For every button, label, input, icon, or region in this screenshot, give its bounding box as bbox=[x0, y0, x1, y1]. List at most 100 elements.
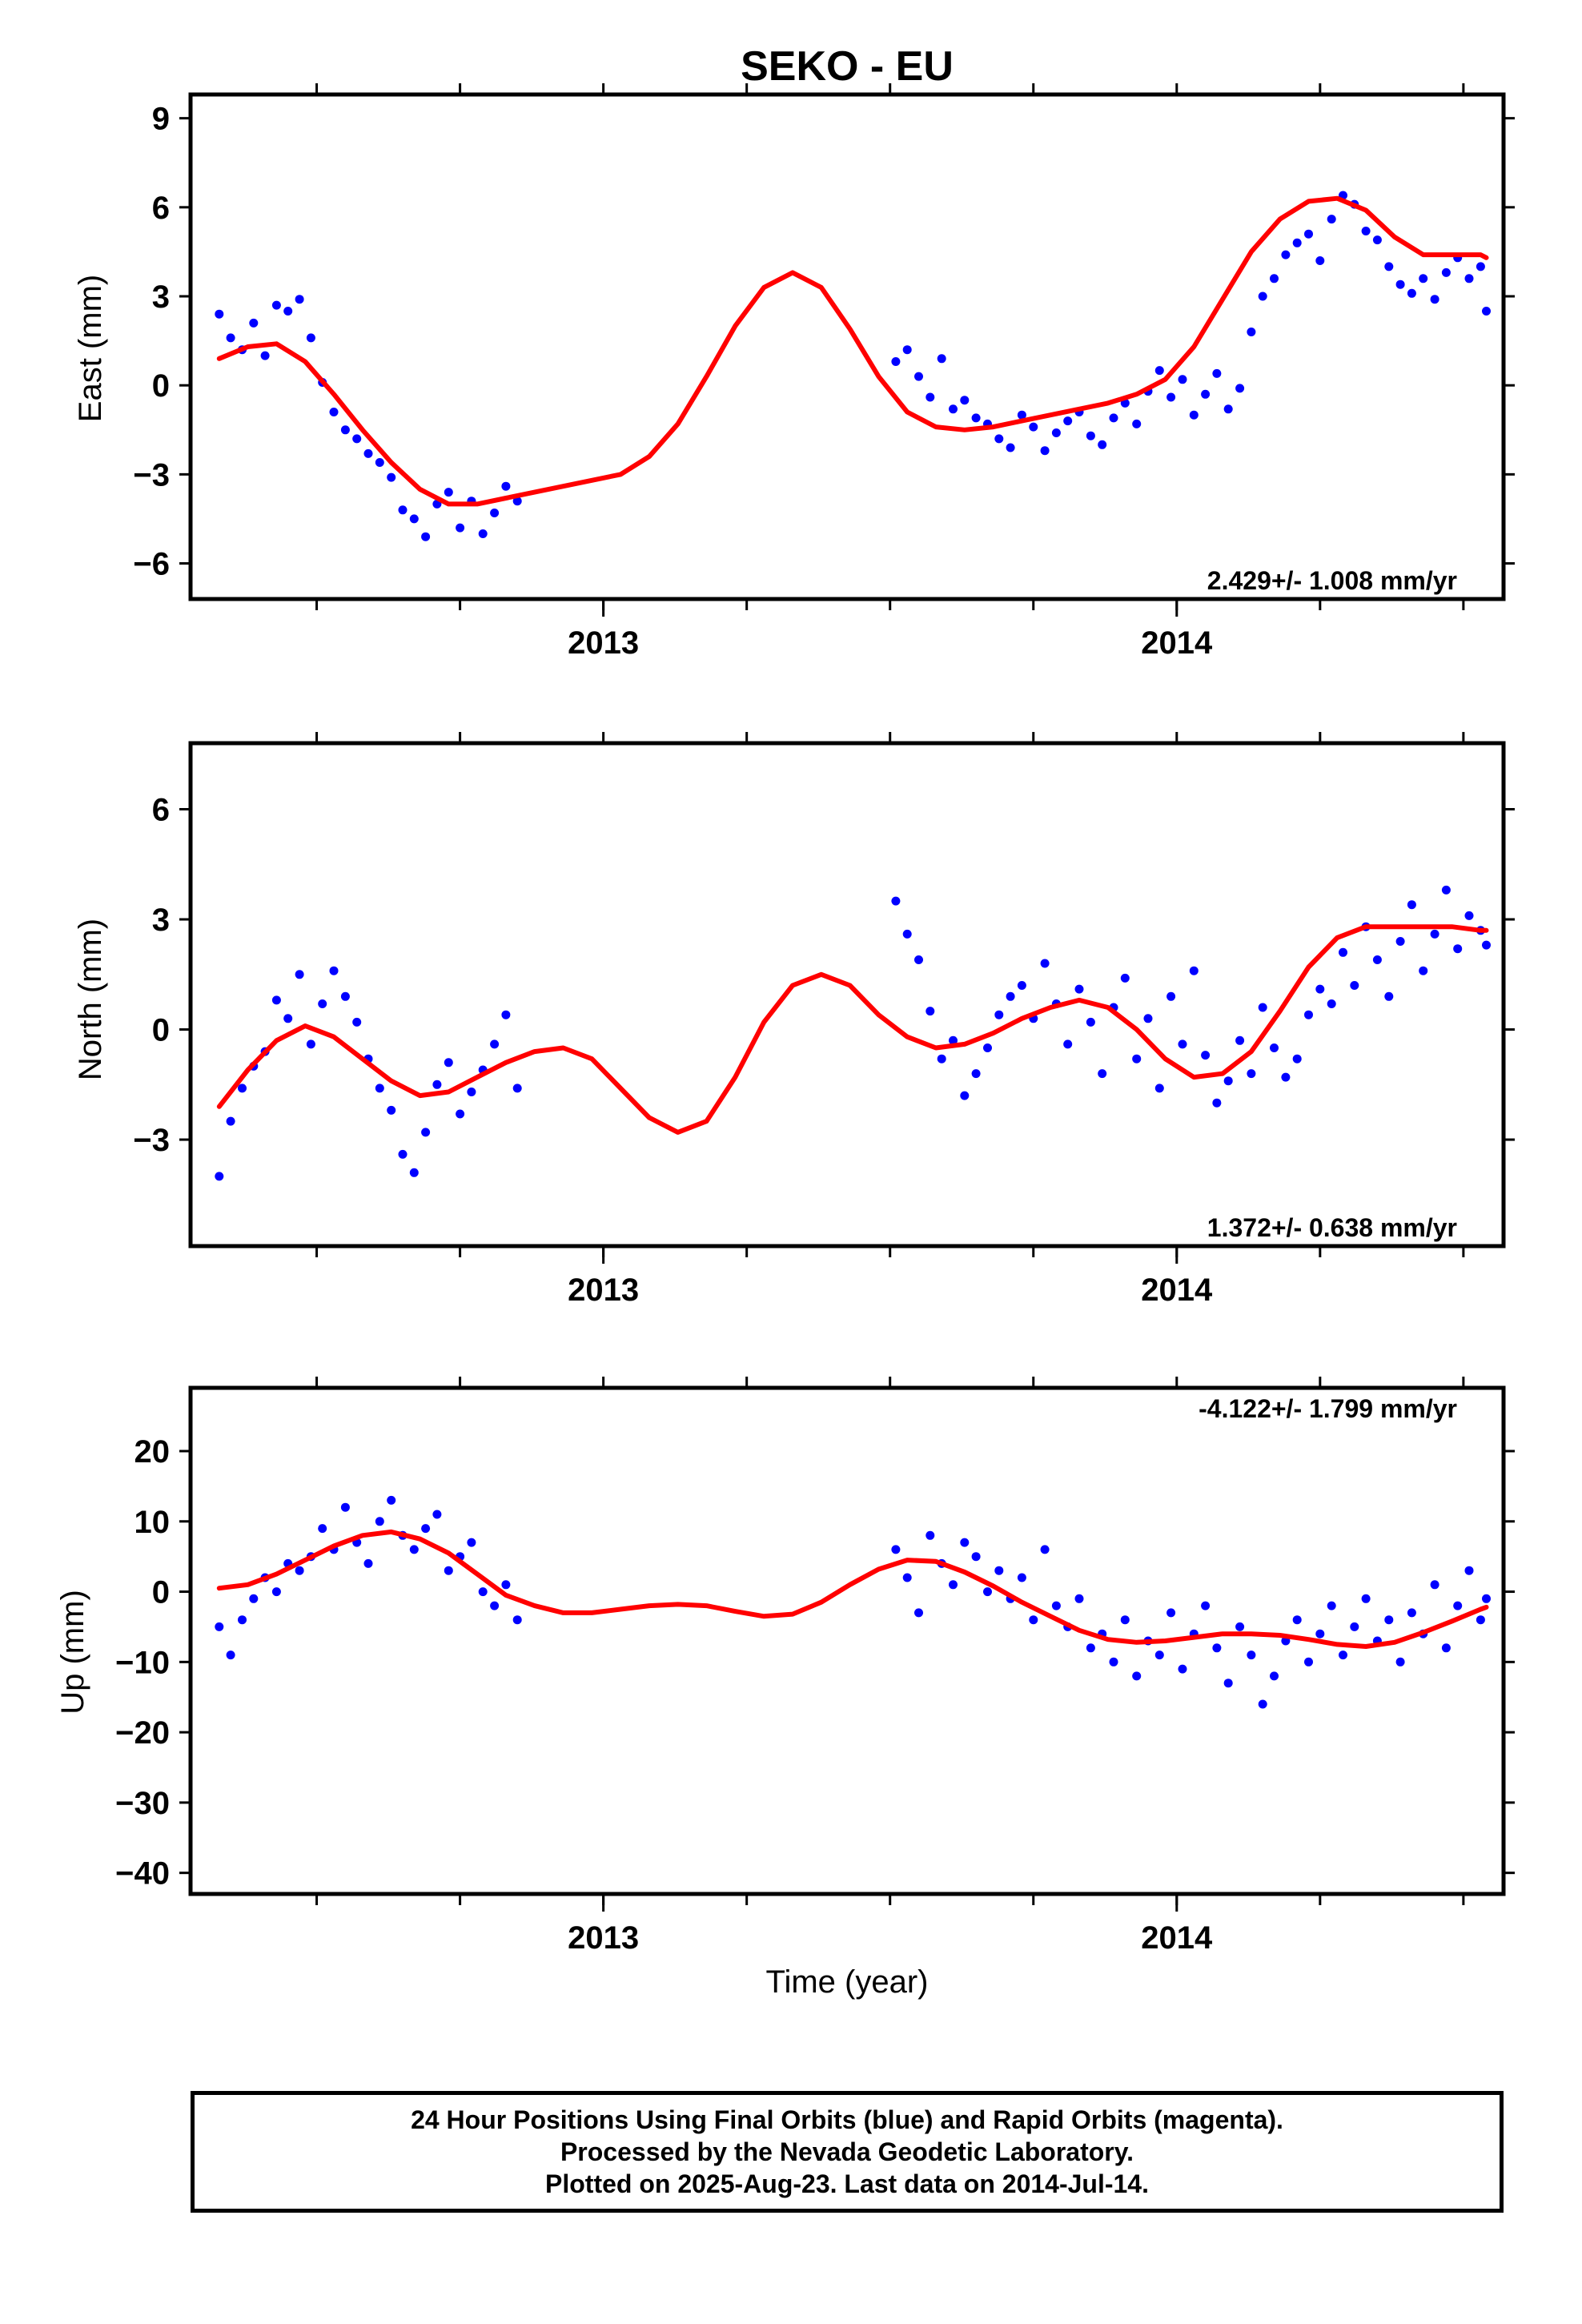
north-data-point bbox=[1063, 1039, 1073, 1049]
east-data-point bbox=[329, 408, 339, 416]
up-data-point bbox=[994, 1566, 1004, 1575]
east-data-point bbox=[1441, 267, 1451, 277]
up-model-line bbox=[216, 1529, 1489, 1649]
north-data-point bbox=[1395, 937, 1405, 946]
north-data-point bbox=[960, 1091, 970, 1100]
east-data-point bbox=[478, 529, 488, 538]
north-x-tick-label: 2014 bbox=[1141, 1273, 1213, 1308]
north-data-point bbox=[1098, 1069, 1107, 1079]
up-data-point bbox=[971, 1552, 981, 1562]
east-data-point bbox=[490, 509, 500, 517]
caption-line-2: Processed by the Nevada Geodetic Laborat… bbox=[560, 2137, 1134, 2166]
north-data-point bbox=[1430, 929, 1439, 939]
north-rate-label: 1.372+/- 0.638 mm/yr bbox=[1207, 1213, 1457, 1242]
north-data-point bbox=[1464, 911, 1474, 920]
east-data-point bbox=[960, 396, 970, 405]
east-data-point bbox=[1154, 366, 1164, 376]
north-data-point bbox=[1315, 984, 1325, 994]
north-y-tick-label: 0 bbox=[152, 1013, 170, 1048]
east-y-tick-label: 9 bbox=[152, 102, 170, 137]
north-data-point bbox=[1212, 1098, 1222, 1108]
up-data-point bbox=[375, 1517, 384, 1526]
up-data-point bbox=[1476, 1615, 1485, 1625]
up-data-point bbox=[1247, 1651, 1256, 1660]
north-data-point bbox=[1235, 1035, 1245, 1045]
up-data-point bbox=[1258, 1699, 1267, 1709]
north-data-point bbox=[215, 1172, 224, 1181]
north-data-point bbox=[490, 1039, 500, 1049]
north-data-point bbox=[1304, 1010, 1313, 1019]
caption-box: 24 Hour Positions Using Final Orbits (bl… bbox=[191, 2091, 1504, 2213]
up-data-point bbox=[1350, 1622, 1359, 1631]
east-data-point bbox=[363, 448, 373, 458]
north-data-point bbox=[1201, 1051, 1211, 1060]
east-data-point bbox=[971, 413, 981, 423]
east-y-tick-label: −6 bbox=[133, 547, 170, 582]
north-y-axis-label: North (mm) bbox=[73, 919, 108, 1080]
up-data-point bbox=[363, 1558, 373, 1568]
up-data-point bbox=[490, 1601, 500, 1610]
north-data-point bbox=[937, 1054, 946, 1063]
north-data-point bbox=[1270, 1043, 1279, 1052]
up-data-point bbox=[1074, 1594, 1084, 1603]
up-data-point bbox=[467, 1538, 476, 1547]
north-data-point bbox=[994, 1010, 1004, 1019]
up-data-point bbox=[512, 1615, 522, 1625]
up-data-point bbox=[983, 1587, 992, 1597]
east-data-point bbox=[1178, 375, 1187, 384]
east-data-point bbox=[215, 309, 224, 319]
up-data-point bbox=[1040, 1545, 1050, 1554]
east-data-point bbox=[352, 434, 362, 444]
up-data-point bbox=[271, 1587, 281, 1597]
east-data-point bbox=[1258, 292, 1267, 301]
east-data-point bbox=[891, 357, 901, 366]
up-data-point bbox=[1327, 1601, 1336, 1610]
north-data-point bbox=[1372, 955, 1382, 964]
up-data-point bbox=[1482, 1594, 1491, 1603]
up-y-tick-label: −20 bbox=[115, 1715, 170, 1751]
north-data-point bbox=[971, 1069, 981, 1079]
north-data-point bbox=[375, 1084, 384, 1093]
east-data-point bbox=[1419, 274, 1428, 283]
east-data-point bbox=[226, 333, 235, 343]
up-data-point bbox=[926, 1530, 935, 1540]
up-data-point bbox=[902, 1573, 912, 1582]
east-data-point bbox=[444, 488, 453, 497]
up-data-point bbox=[1270, 1671, 1279, 1681]
up-y-axis-label: Up (mm) bbox=[55, 1590, 90, 1715]
east-data-point bbox=[1430, 295, 1439, 304]
east-data-point bbox=[1292, 238, 1302, 247]
east-data-point bbox=[1247, 328, 1256, 336]
north-data-point bbox=[329, 966, 339, 975]
north-data-point bbox=[949, 1035, 958, 1045]
up-plot-frame bbox=[188, 1385, 1506, 1896]
east-data-point bbox=[1109, 413, 1118, 423]
east-data-point bbox=[306, 333, 315, 343]
east-data-point bbox=[902, 345, 912, 355]
north-y-tick-label: −3 bbox=[133, 1123, 170, 1158]
north-data-point bbox=[1482, 940, 1491, 950]
up-data-point bbox=[1304, 1657, 1313, 1667]
east-data-point bbox=[249, 318, 259, 328]
east-data-point bbox=[512, 497, 522, 506]
up-data-point bbox=[444, 1566, 453, 1575]
east-data-point bbox=[1384, 262, 1394, 271]
east-data-point bbox=[1029, 422, 1038, 432]
up-y-tick-label: −40 bbox=[115, 1856, 170, 1892]
east-data-point bbox=[283, 307, 293, 316]
up-data-point bbox=[1339, 1651, 1347, 1660]
east-data-point bbox=[1132, 419, 1142, 428]
north-data-point bbox=[1086, 1017, 1095, 1027]
north-data-point bbox=[1154, 1084, 1164, 1093]
up-data-point bbox=[1464, 1566, 1474, 1575]
up-data-point bbox=[226, 1651, 235, 1660]
east-data-point bbox=[1040, 446, 1050, 456]
up-data-point bbox=[1361, 1594, 1371, 1603]
east-y-tick-label: −3 bbox=[133, 457, 170, 493]
up-data-point bbox=[249, 1594, 259, 1603]
north-data-point bbox=[1350, 981, 1359, 990]
east-model-line bbox=[216, 195, 1489, 507]
up-y-tick-label: 20 bbox=[135, 1434, 171, 1470]
up-data-point bbox=[1453, 1601, 1463, 1610]
